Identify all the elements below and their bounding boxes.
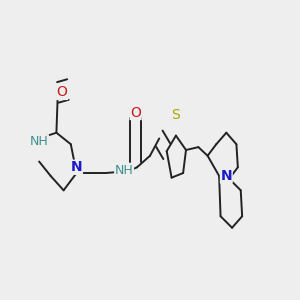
- Text: S: S: [172, 108, 180, 122]
- Text: NH: NH: [115, 164, 134, 177]
- Text: NH: NH: [30, 135, 49, 148]
- Text: N: N: [220, 169, 232, 183]
- Text: O: O: [57, 85, 68, 99]
- Text: N: N: [71, 160, 82, 174]
- Text: O: O: [130, 106, 141, 120]
